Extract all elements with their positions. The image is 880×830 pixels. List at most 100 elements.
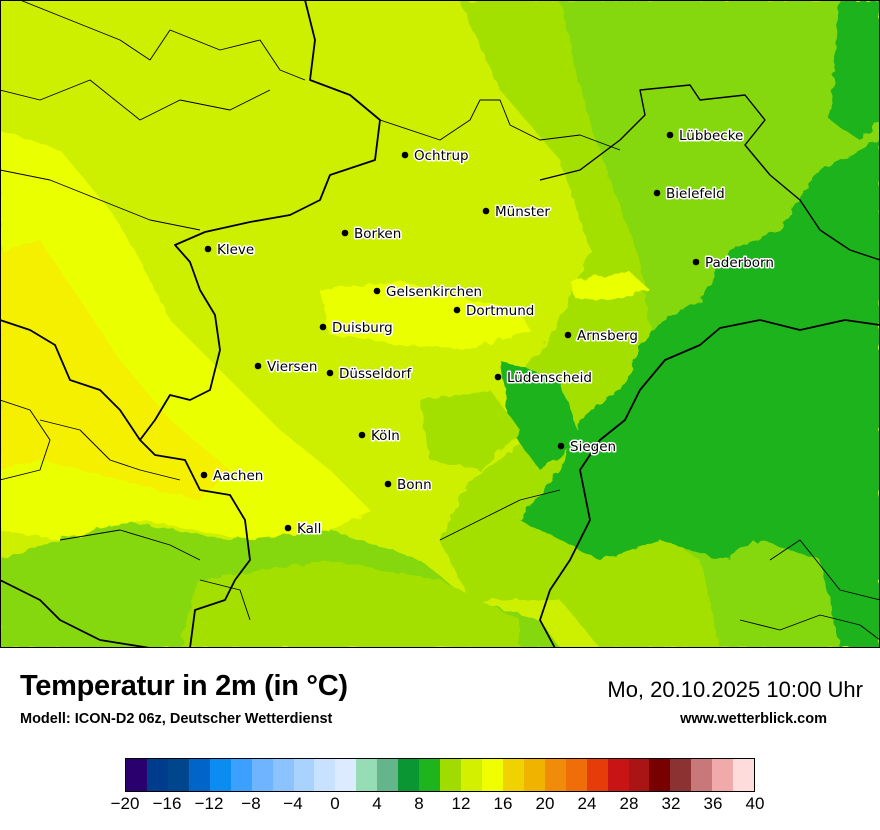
- field-16-hellweg: [570, 272, 650, 300]
- city-label: Münster: [495, 204, 550, 220]
- city-label: Bielefeld: [666, 186, 725, 202]
- legend-tick-label: 24: [577, 794, 597, 813]
- legend-tick-label: −20: [110, 794, 140, 813]
- legend-swatch: [607, 759, 629, 791]
- legend-swatch: [167, 759, 189, 791]
- city-marker[interactable]: Kleve: [204, 241, 256, 260]
- city-marker[interactable]: Ochtrup: [401, 147, 470, 166]
- legend-swatch: [628, 759, 650, 791]
- city-label: Bonn: [397, 477, 432, 493]
- city-marker[interactable]: Lübbecke: [666, 127, 745, 146]
- city-label: Köln: [371, 428, 400, 444]
- city-marker[interactable]: Paderborn: [692, 254, 775, 273]
- city-marker[interactable]: Viersen: [254, 358, 319, 377]
- legend-swatch: [419, 759, 441, 791]
- color-legend: [125, 758, 755, 792]
- city-marker[interactable]: Borken: [341, 225, 403, 244]
- legend-tick-label: 12: [451, 794, 471, 813]
- legend-tick-label: −16: [152, 794, 182, 813]
- state-border-south: [0, 579, 151, 648]
- city-marker[interactable]: Aachen: [200, 467, 265, 486]
- city-label: Dortmund: [466, 303, 534, 319]
- legend-swatch: [481, 759, 503, 791]
- city-label: Gelsenkirchen: [386, 284, 482, 300]
- legend-tick-label: 0: [330, 794, 340, 813]
- legend-swatch: [440, 759, 461, 791]
- legend-swatch: [335, 759, 357, 791]
- city-label: Lüdenscheid: [507, 370, 592, 386]
- city-label: Siegen: [570, 439, 616, 455]
- borders: [0, 0, 880, 648]
- city-label: Ochtrup: [414, 148, 469, 164]
- city-marker[interactable]: Köln: [358, 427, 401, 446]
- city-label: Aachen: [213, 468, 263, 484]
- legend-swatch: [188, 759, 210, 791]
- field-16-ruhr: [320, 280, 530, 350]
- legend-swatch: [377, 759, 399, 791]
- map-title: Temperatur in 2m (in °C): [20, 670, 348, 702]
- model-info: Modell: ICON-D2 06z, Deutscher Wetterdie…: [20, 711, 333, 727]
- legend-swatch: [293, 759, 315, 791]
- city-marker[interactable]: Duisburg: [319, 319, 394, 338]
- city-marker[interactable]: Münster: [482, 203, 552, 222]
- legend-tick-label: −4: [283, 794, 303, 813]
- legend-swatch: [314, 759, 336, 791]
- legend-swatch: [670, 759, 692, 791]
- state-border-east: [539, 319, 880, 648]
- city-marker[interactable]: Kall: [284, 520, 323, 539]
- city-marker[interactable]: Siegen: [557, 438, 618, 457]
- city-label: Paderborn: [705, 255, 774, 271]
- legend-tick-label: 32: [661, 794, 681, 813]
- legend-swatch: [126, 759, 147, 791]
- city-label: Arnsberg: [577, 328, 638, 344]
- legend-tick-label: 4: [372, 794, 382, 813]
- legend-tick-label: 36: [703, 794, 723, 813]
- field-8-bergland: [500, 360, 580, 470]
- legend-swatch: [586, 759, 608, 791]
- legend-swatch: [209, 759, 231, 791]
- city-marker[interactable]: Dortmund: [453, 302, 536, 321]
- legend-swatch: [461, 759, 482, 791]
- legend-swatch: [565, 759, 587, 791]
- map-canvas: Lübbecke Ochtrup Bielefeld Münster Borke…: [0, 0, 880, 648]
- website-link[interactable]: www.wetterblick.com: [680, 711, 827, 727]
- state-border: [139, 0, 381, 648]
- city-marker[interactable]: Bielefeld: [653, 185, 726, 204]
- temperature-map[interactable]: Lübbecke Ochtrup Bielefeld Münster Borke…: [0, 0, 880, 648]
- state-border-ne: [539, 84, 880, 261]
- city-label: Duisburg: [332, 320, 393, 336]
- district-borders: [0, 0, 880, 641]
- city-marker[interactable]: Düsseldorf: [326, 365, 414, 384]
- legend-swatch: [398, 759, 420, 791]
- field-12-south: [180, 560, 520, 648]
- legend-tick-label: −8: [241, 794, 261, 813]
- legend-tick-label: 20: [535, 794, 555, 813]
- field-8-sauerland: [520, 140, 880, 648]
- legend-swatch: [544, 759, 566, 791]
- city-marker[interactable]: Arnsberg: [564, 327, 639, 346]
- field-12-mid: [420, 390, 520, 470]
- legend-swatch: [523, 759, 545, 791]
- legend-tick-label: 28: [619, 794, 639, 813]
- city-label: Borken: [354, 226, 401, 242]
- legend-swatch: [733, 759, 755, 791]
- city-marker[interactable]: Lüdenscheid: [494, 369, 593, 388]
- legend-swatch: [272, 759, 294, 791]
- state-border-nl-be: [0, 319, 141, 441]
- city-label: Düsseldorf: [339, 366, 412, 382]
- city-label: Kall: [297, 521, 321, 537]
- legend-tick-label: −12: [194, 794, 224, 813]
- field-18-west: [0, 240, 230, 500]
- legend-swatch: [649, 759, 671, 791]
- legend-tick-label: 40: [745, 794, 765, 813]
- legend-swatch: [251, 759, 273, 791]
- legend-ticks: −20 −16 −12 −8 −4 0 4 8 12 16 20 24 28 32 36 40: [0, 794, 880, 824]
- city-marker[interactable]: Gelsenkirchen: [373, 283, 484, 302]
- legend-swatch: [356, 759, 378, 791]
- legend-tick-label: 8: [414, 794, 424, 813]
- city-marker[interactable]: Bonn: [384, 476, 433, 495]
- legend-swatch: [146, 759, 168, 791]
- legend-swatch: [230, 759, 252, 791]
- legend-swatch: [502, 759, 524, 791]
- field-8-east: [830, 0, 880, 140]
